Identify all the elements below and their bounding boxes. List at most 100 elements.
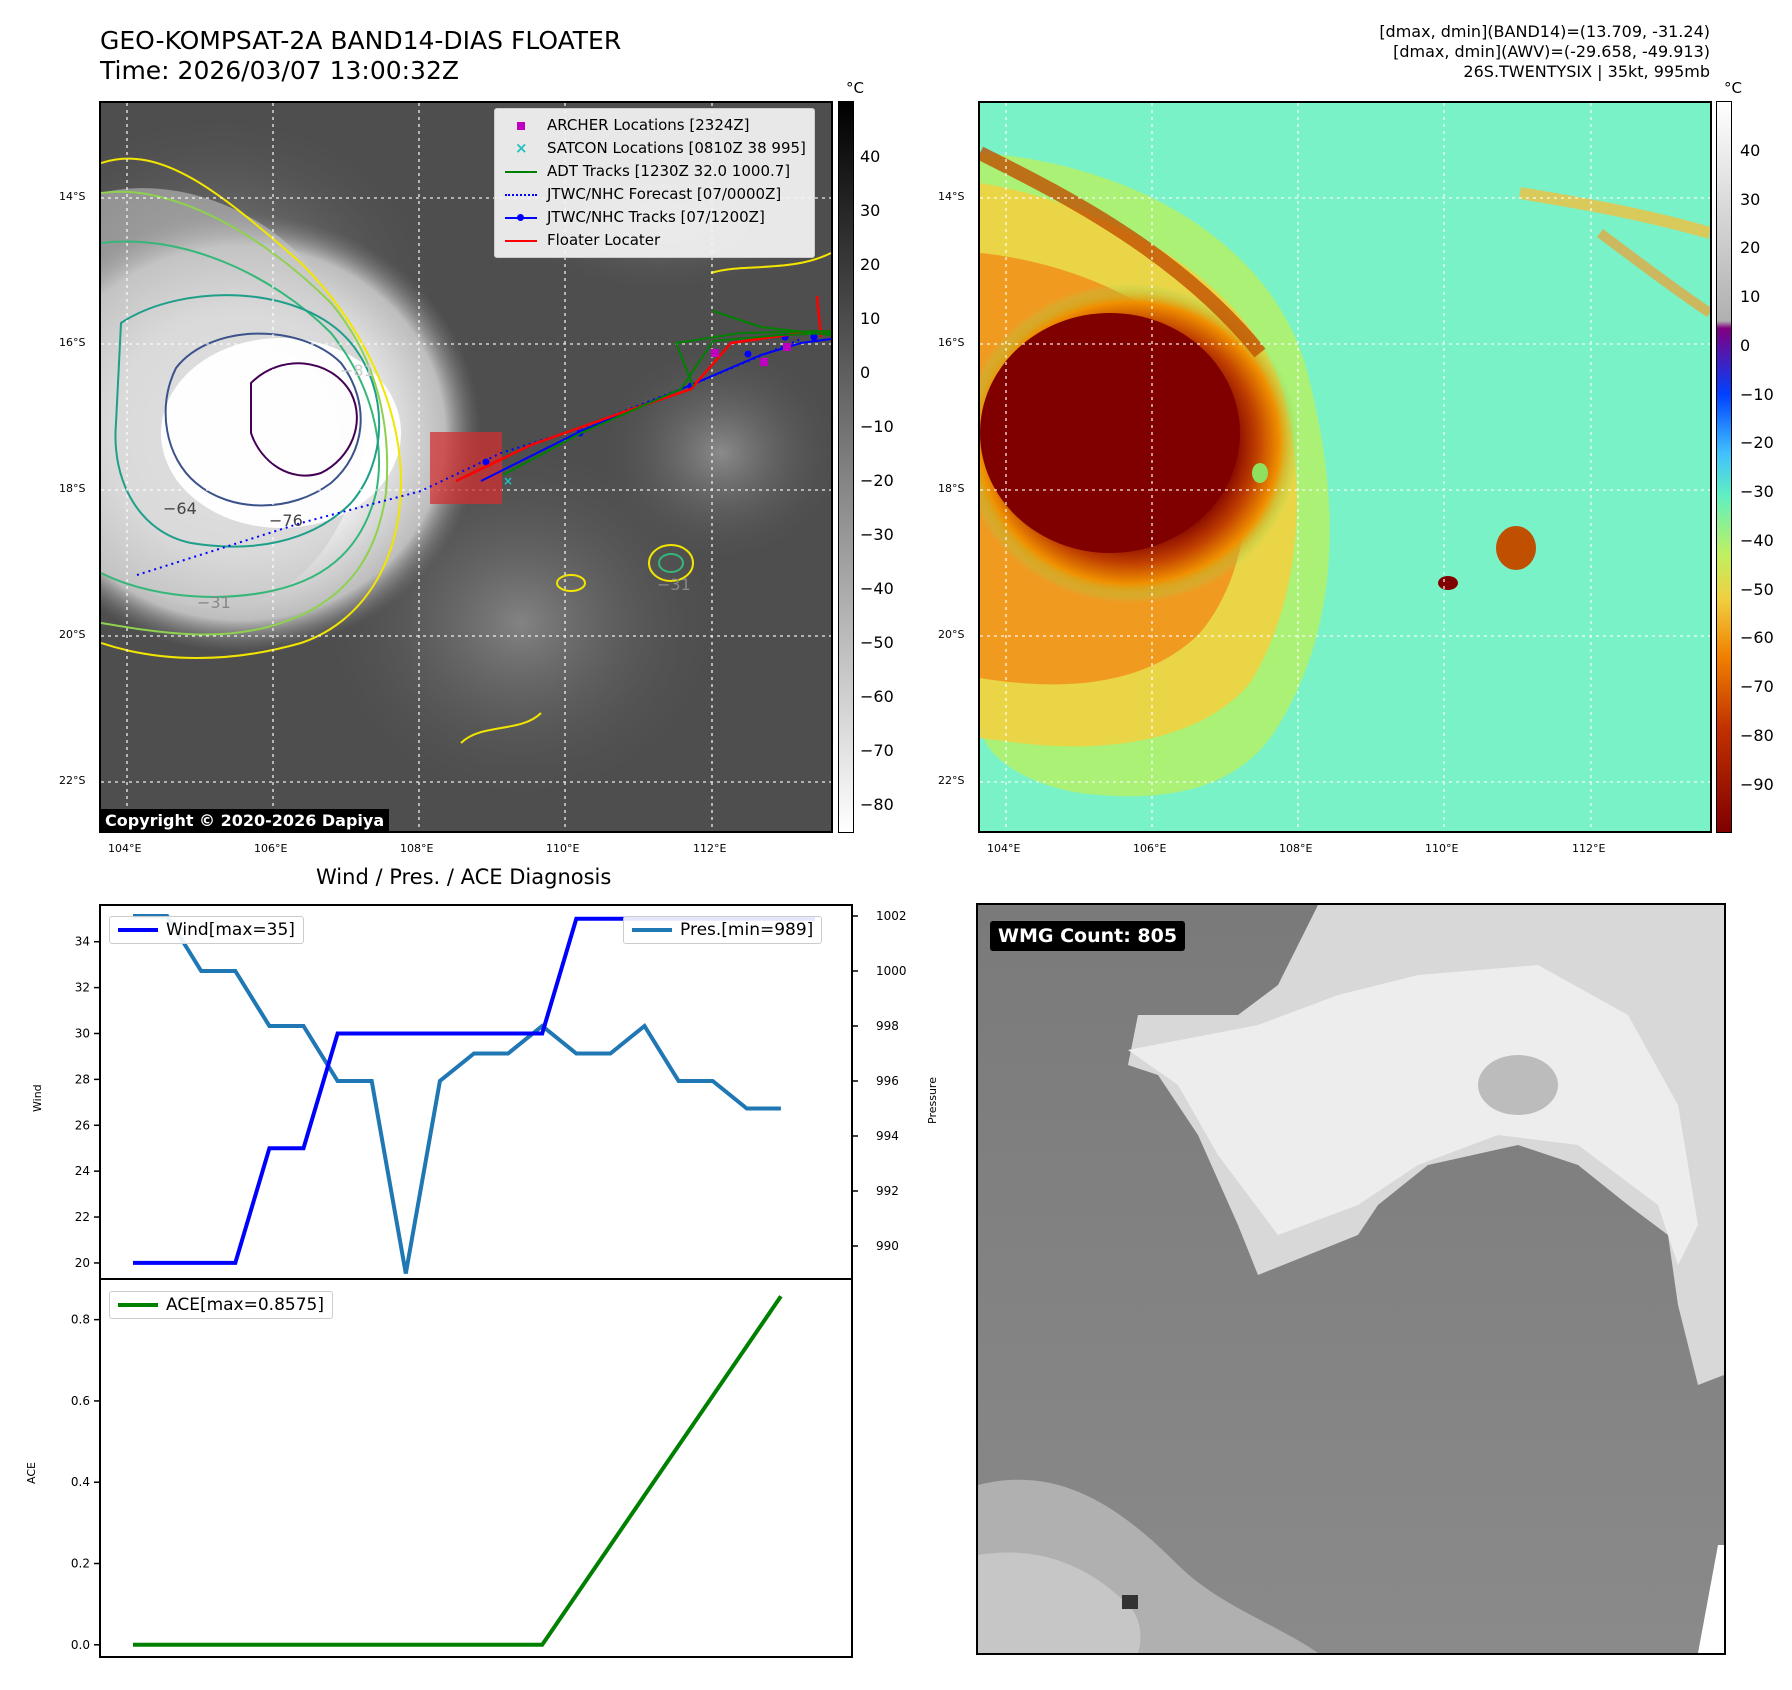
ace-tick: 0.8 (71, 1313, 90, 1327)
copyright-label: Copyright © 2020-2026 Dapiya (100, 809, 390, 832)
wind-tick: 34 (75, 935, 90, 949)
legend-item-floater: Floater Locater (503, 229, 806, 252)
wv-cb-tick: −30 (1740, 482, 1774, 501)
ace-legend-line-icon (118, 1303, 158, 1307)
ace-axis-label: ACE (25, 1462, 38, 1484)
wv-cb-tick: 40 (1740, 141, 1761, 160)
lon-tick: 110°E (1425, 842, 1459, 855)
wv-cb-tick: −50 (1740, 580, 1774, 599)
lat-tick: 18°S (938, 482, 965, 495)
wmg-count-label: WMG Count: 805 (990, 921, 1186, 951)
wv-cb-tick: −60 (1740, 628, 1774, 647)
title-line2: Time: 2026/03/07 13:00:32Z (100, 56, 459, 85)
wind-tick: 28 (75, 1072, 90, 1086)
forecast-line-icon (503, 188, 539, 202)
ir-cb-tick: −40 (860, 579, 894, 598)
ace-tick: 0.0 (71, 1638, 90, 1652)
lon-tick: 104°E (987, 842, 1021, 855)
tracks-line-icon (503, 211, 539, 225)
wmg-panel (976, 903, 1726, 1655)
archer-marker-icon (503, 119, 539, 133)
legend-item-adt: ADT Tracks [1230Z 32.0 1000.7] (503, 160, 806, 183)
pressure-tick: 1000 (876, 964, 907, 978)
wv-cb-tick: −10 (1740, 385, 1774, 404)
ir-colorbar-unit: °C (846, 79, 864, 97)
ir-colorbar (838, 101, 854, 833)
lat-tick: 20°S (59, 628, 86, 641)
contour-label: −64 (163, 499, 197, 518)
lat-tick: 20°S (938, 628, 965, 641)
diagnosis-title: Wind / Pres. / ACE Diagnosis (316, 865, 612, 889)
wv-cb-tick: 20 (1740, 238, 1761, 257)
pressure-legend-label: Pres.[min=989] (680, 920, 814, 940)
lat-tick: 22°S (59, 774, 86, 787)
svg-text:×: × (503, 474, 513, 488)
pressure-series-line (133, 914, 781, 1274)
wind-tick: 22 (75, 1210, 90, 1224)
wind-series-line (133, 916, 815, 1265)
pressure-legend: Pres.[min=989] (623, 916, 823, 944)
wv-cb-tick: −90 (1740, 775, 1774, 794)
ir-cb-tick: −80 (860, 795, 894, 814)
wind-tick: 26 (75, 1118, 90, 1132)
wv-cb-tick: −20 (1740, 433, 1774, 452)
lat-tick: 18°S (59, 482, 86, 495)
ir-cb-tick: 20 (860, 255, 881, 274)
wv-map-panel (978, 101, 1712, 833)
legend-item-archer: ARCHER Locations [2324Z] (503, 114, 806, 137)
ir-cb-tick: 40 (860, 147, 881, 166)
adt-line-icon (503, 165, 539, 179)
contour-label: −76 (269, 511, 303, 530)
ir-cb-tick: −70 (860, 741, 894, 760)
contour-label: −31 (657, 575, 691, 594)
wv-cb-tick: −80 (1740, 726, 1774, 745)
wv-colorbar-unit: °C (1724, 79, 1742, 97)
lon-tick: 104°E (108, 842, 142, 855)
ace-legend-label: ACE[max=0.8575] (166, 1295, 324, 1315)
wind-legend-label: Wind[max=35] (166, 920, 295, 940)
wind-tick: 24 (75, 1164, 90, 1178)
legend-label: SATCON Locations [0810Z 38 995] (547, 139, 806, 157)
ir-map-panel: × −81 −64 −76 −31 −31 (99, 101, 833, 833)
map-legend: ARCHER Locations [2324Z] × SATCON Locati… (494, 108, 815, 258)
ace-tick: 0.6 (71, 1394, 90, 1408)
wv-cb-tick: 10 (1740, 287, 1761, 306)
title-line1: GEO-KOMPSAT-2A BAND14-DIAS FLOATER (100, 26, 622, 55)
lat-tick: 14°S (59, 190, 86, 203)
lat-tick: 16°S (59, 336, 86, 349)
lon-tick: 108°E (1279, 842, 1313, 855)
lat-tick: 14°S (938, 190, 965, 203)
lat-tick: 16°S (938, 336, 965, 349)
legend-item-forecast: JTWC/NHC Forecast [07/0000Z] (503, 183, 806, 206)
pressure-axis-label: Pressure (926, 1077, 939, 1124)
pressure-legend-line-icon (632, 928, 672, 932)
wind-tick: 20 (75, 1256, 90, 1270)
wind-legend: Wind[max=35] (109, 916, 304, 944)
legend-label: ADT Tracks [1230Z 32.0 1000.7] (547, 162, 791, 180)
legend-label: ARCHER Locations [2324Z] (547, 116, 750, 134)
lon-tick: 106°E (254, 842, 288, 855)
legend-label: Floater Locater (547, 231, 661, 249)
ir-cb-tick: −50 (860, 633, 894, 652)
satcon-marker-icon: × (515, 138, 528, 157)
ir-cb-tick: 0 (860, 363, 871, 382)
ir-cb-tick: 30 (860, 201, 881, 220)
wv-cb-tick: 0 (1740, 336, 1751, 355)
wv-cb-tick: −40 (1740, 531, 1774, 550)
ace-tick: 0.4 (71, 1475, 90, 1489)
ace-tick: 0.2 (71, 1557, 90, 1571)
info-line2: [dmax, dmin](AWV)=(-29.658, -49.913) (1393, 42, 1710, 61)
pressure-tick: 990 (876, 1239, 899, 1253)
wind-legend-line-icon (118, 928, 158, 932)
lon-tick: 110°E (546, 842, 580, 855)
wv-cb-tick: −70 (1740, 677, 1774, 696)
wind-tick: 32 (75, 981, 90, 995)
wind-tick: 30 (75, 1026, 90, 1040)
lon-tick: 112°E (1572, 842, 1606, 855)
storm-info: [dmax, dmin](BAND14)=(13.709, -31.24) [d… (1379, 22, 1710, 82)
ace-legend: ACE[max=0.8575] (109, 1291, 333, 1319)
ir-cb-tick: 10 (860, 309, 881, 328)
wind-axis-label: Wind (31, 1084, 44, 1112)
pressure-tick: 1002 (876, 909, 907, 923)
info-line3: 26S.TWENTYSIX | 35kt, 995mb (1463, 62, 1710, 81)
